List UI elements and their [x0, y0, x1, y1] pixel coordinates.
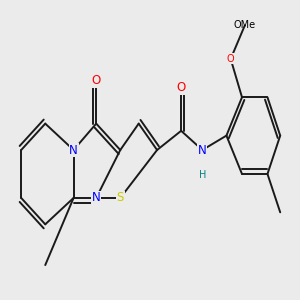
Text: N: N — [198, 143, 207, 157]
Text: N: N — [69, 143, 78, 157]
Text: O: O — [92, 74, 101, 87]
Text: N: N — [92, 191, 100, 204]
Text: O: O — [227, 54, 235, 64]
Text: O: O — [176, 81, 186, 94]
Text: S: S — [117, 191, 124, 204]
Text: OMe: OMe — [234, 20, 256, 30]
Text: H: H — [199, 170, 206, 180]
